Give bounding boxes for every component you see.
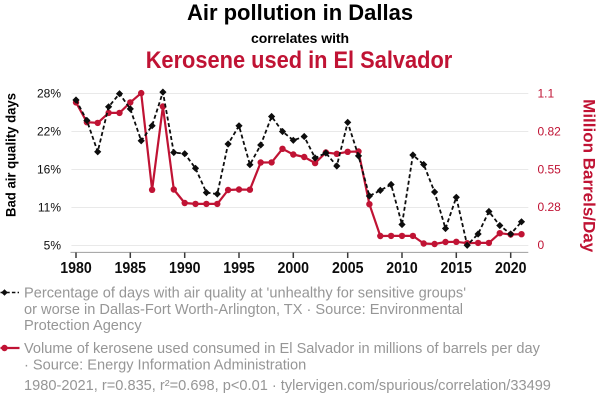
svg-text:11%: 11% <box>38 201 61 215</box>
svg-text:Kerosene used in El Salvador: Kerosene used in El Salvador <box>146 47 453 74</box>
svg-text:0.55: 0.55 <box>538 162 562 176</box>
svg-text:28%: 28% <box>37 87 61 101</box>
svg-text:1.1: 1.1 <box>538 87 555 101</box>
svg-text:Protection Agency: Protection Agency <box>24 318 142 334</box>
svg-text:2005: 2005 <box>332 260 364 277</box>
svg-text:2020: 2020 <box>495 260 527 277</box>
svg-text:· Source: Energy Information A: · Source: Energy Information Administrat… <box>24 357 306 373</box>
svg-text:2010: 2010 <box>386 260 418 277</box>
svg-text:1995: 1995 <box>223 260 255 277</box>
svg-text:Bad air quality days: Bad air quality days <box>3 93 19 217</box>
svg-text:1990: 1990 <box>169 260 201 277</box>
svg-text:1980-2021, r=0.835, r²=0.698,: 1980-2021, r=0.835, r²=0.698, p<0.01 · t… <box>24 378 551 394</box>
svg-text:0.82: 0.82 <box>538 124 562 138</box>
svg-text:Air pollution in Dallas: Air pollution in Dallas <box>187 0 413 25</box>
svg-text:5%: 5% <box>44 238 62 252</box>
svg-text:2000: 2000 <box>278 260 310 277</box>
svg-text:1985: 1985 <box>115 260 147 277</box>
svg-text:0: 0 <box>538 238 545 252</box>
svg-text:0.28: 0.28 <box>538 200 562 214</box>
svg-text:22%: 22% <box>37 125 61 139</box>
svg-text:Percentage of days with air qu: Percentage of days with air quality at '… <box>24 286 466 302</box>
svg-text:Volume of kerosene used consum: Volume of kerosene used consumed in El S… <box>24 341 541 357</box>
svg-text:2015: 2015 <box>441 260 473 277</box>
svg-text:Million Barrels/Day: Million Barrels/Day <box>580 99 599 253</box>
svg-text:16%: 16% <box>37 163 61 177</box>
svg-text:correlates with: correlates with <box>251 30 349 46</box>
svg-text:or worse in Dallas-Fort Worth-: or worse in Dallas-Fort Worth-Arlington,… <box>24 302 463 318</box>
svg-text:1980: 1980 <box>60 260 92 277</box>
